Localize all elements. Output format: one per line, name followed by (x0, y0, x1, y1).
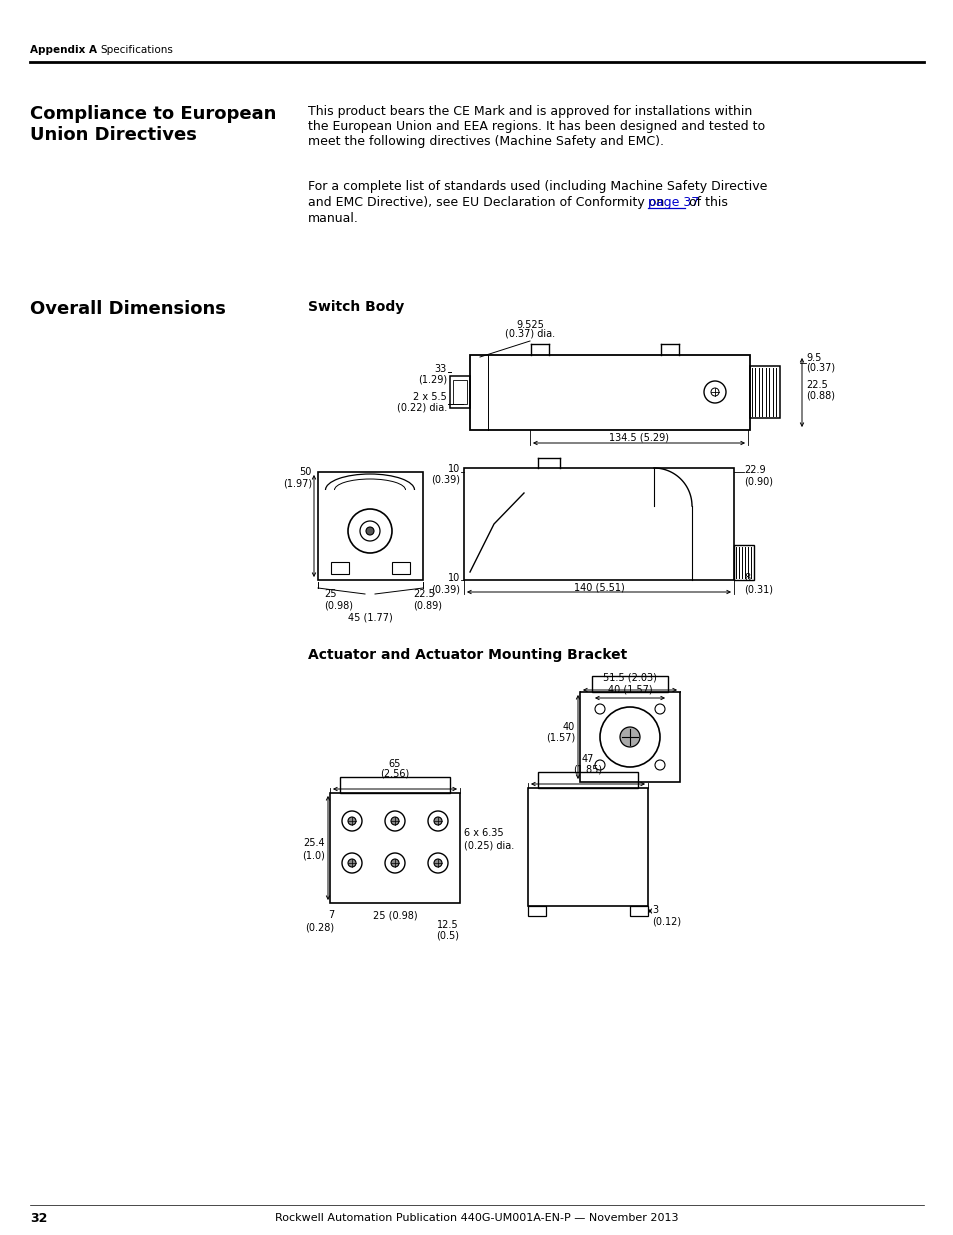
Text: Specifications: Specifications (100, 44, 172, 56)
Text: of this: of this (684, 196, 727, 209)
Bar (733, 545, 753, 580)
Text: 40 (1.57): 40 (1.57) (607, 685, 652, 695)
Text: This product bears the CE Mark and is approved for installations within
the Euro: This product bears the CE Mark and is ap… (308, 105, 764, 148)
Text: 6 x 6.35: 6 x 6.35 (463, 827, 503, 839)
Bar (537, 772, 638, 788)
Text: 25.4: 25.4 (303, 839, 325, 848)
Text: (0.5): (0.5) (436, 931, 459, 941)
Circle shape (391, 818, 398, 825)
Text: 140 (5.51): 140 (5.51) (573, 582, 623, 592)
Circle shape (348, 860, 355, 867)
Bar (527, 906, 545, 916)
Text: 8: 8 (743, 573, 749, 583)
Bar (317, 472, 422, 580)
Text: (0.39): (0.39) (431, 475, 459, 485)
Text: 50: 50 (299, 467, 312, 477)
Text: 32: 32 (30, 1212, 48, 1224)
Text: 40: 40 (562, 722, 575, 732)
Text: (1.29): (1.29) (417, 375, 447, 385)
Text: (0.25) dia.: (0.25) dia. (463, 840, 514, 850)
Text: (1.0): (1.0) (302, 850, 325, 860)
Text: Compliance to European
Union Directives: Compliance to European Union Directives (30, 105, 276, 143)
Text: 10: 10 (447, 464, 459, 474)
Bar (339, 777, 450, 793)
Bar (453, 380, 467, 404)
Bar (470, 354, 749, 430)
Text: 134.5 (5.29): 134.5 (5.29) (608, 433, 668, 443)
Text: (0.89): (0.89) (413, 600, 441, 610)
Text: Rockwell Automation Publication 440G-UM001A-EN-P — November 2013: Rockwell Automation Publication 440G-UM0… (275, 1213, 678, 1223)
Text: 25 (0.98): 25 (0.98) (373, 910, 416, 920)
Text: 45 (1.77): 45 (1.77) (347, 613, 392, 622)
Text: (0.39): (0.39) (431, 584, 459, 594)
Text: (1.57): (1.57) (545, 734, 575, 743)
Circle shape (434, 860, 441, 867)
Text: (0.12): (0.12) (651, 916, 680, 926)
Text: 10: 10 (447, 573, 459, 583)
Text: 12.5: 12.5 (436, 920, 458, 930)
Text: manual.: manual. (308, 212, 358, 225)
Text: 7: 7 (328, 910, 334, 920)
Text: (0.22) dia.: (0.22) dia. (396, 403, 447, 412)
Text: 65: 65 (389, 760, 401, 769)
Bar (749, 366, 780, 417)
Bar (330, 793, 459, 903)
Text: (0.88): (0.88) (805, 390, 834, 400)
Text: 3: 3 (651, 905, 658, 915)
Circle shape (348, 818, 355, 825)
Bar (579, 692, 679, 782)
Circle shape (391, 860, 398, 867)
Text: (2.56): (2.56) (380, 769, 409, 779)
Bar (331, 562, 349, 574)
Text: page 37: page 37 (647, 196, 699, 209)
Text: (1.85): (1.85) (573, 764, 602, 774)
Bar (629, 906, 647, 916)
Text: 2 x 5.5: 2 x 5.5 (413, 391, 447, 403)
Bar (392, 562, 410, 574)
Text: 9.525: 9.525 (516, 320, 543, 330)
Text: Actuator and Actuator Mounting Bracket: Actuator and Actuator Mounting Bracket (308, 648, 626, 662)
Text: 22.5: 22.5 (805, 380, 827, 390)
Text: 22.9: 22.9 (743, 466, 765, 475)
Text: 22.5: 22.5 (413, 589, 435, 599)
Text: Appendix A: Appendix A (30, 44, 97, 56)
Circle shape (619, 727, 639, 747)
Text: 9.5: 9.5 (805, 353, 821, 363)
Text: (0.37) dia.: (0.37) dia. (504, 329, 555, 338)
Text: For a complete list of standards used (including Machine Safety Directive: For a complete list of standards used (i… (308, 180, 766, 193)
Text: Overall Dimensions: Overall Dimensions (30, 300, 226, 317)
Text: 47: 47 (581, 755, 594, 764)
Bar (592, 676, 667, 692)
Text: (1.97): (1.97) (283, 478, 312, 488)
Text: and EMC Directive), see EU Declaration of Conformity on: and EMC Directive), see EU Declaration o… (308, 196, 667, 209)
Text: 25: 25 (324, 589, 336, 599)
Text: (0.37): (0.37) (805, 363, 834, 373)
Text: (0.28): (0.28) (305, 923, 334, 932)
Text: (0.31): (0.31) (743, 584, 772, 594)
Circle shape (434, 818, 441, 825)
Text: 51.5 (2.03): 51.5 (2.03) (602, 673, 657, 683)
Text: (0.90): (0.90) (743, 475, 772, 487)
Text: Switch Body: Switch Body (308, 300, 404, 314)
Text: 33: 33 (435, 364, 447, 374)
Bar (450, 375, 470, 408)
Bar (463, 468, 733, 580)
Circle shape (366, 527, 374, 535)
Bar (527, 788, 647, 906)
Text: (0.98): (0.98) (324, 600, 353, 610)
